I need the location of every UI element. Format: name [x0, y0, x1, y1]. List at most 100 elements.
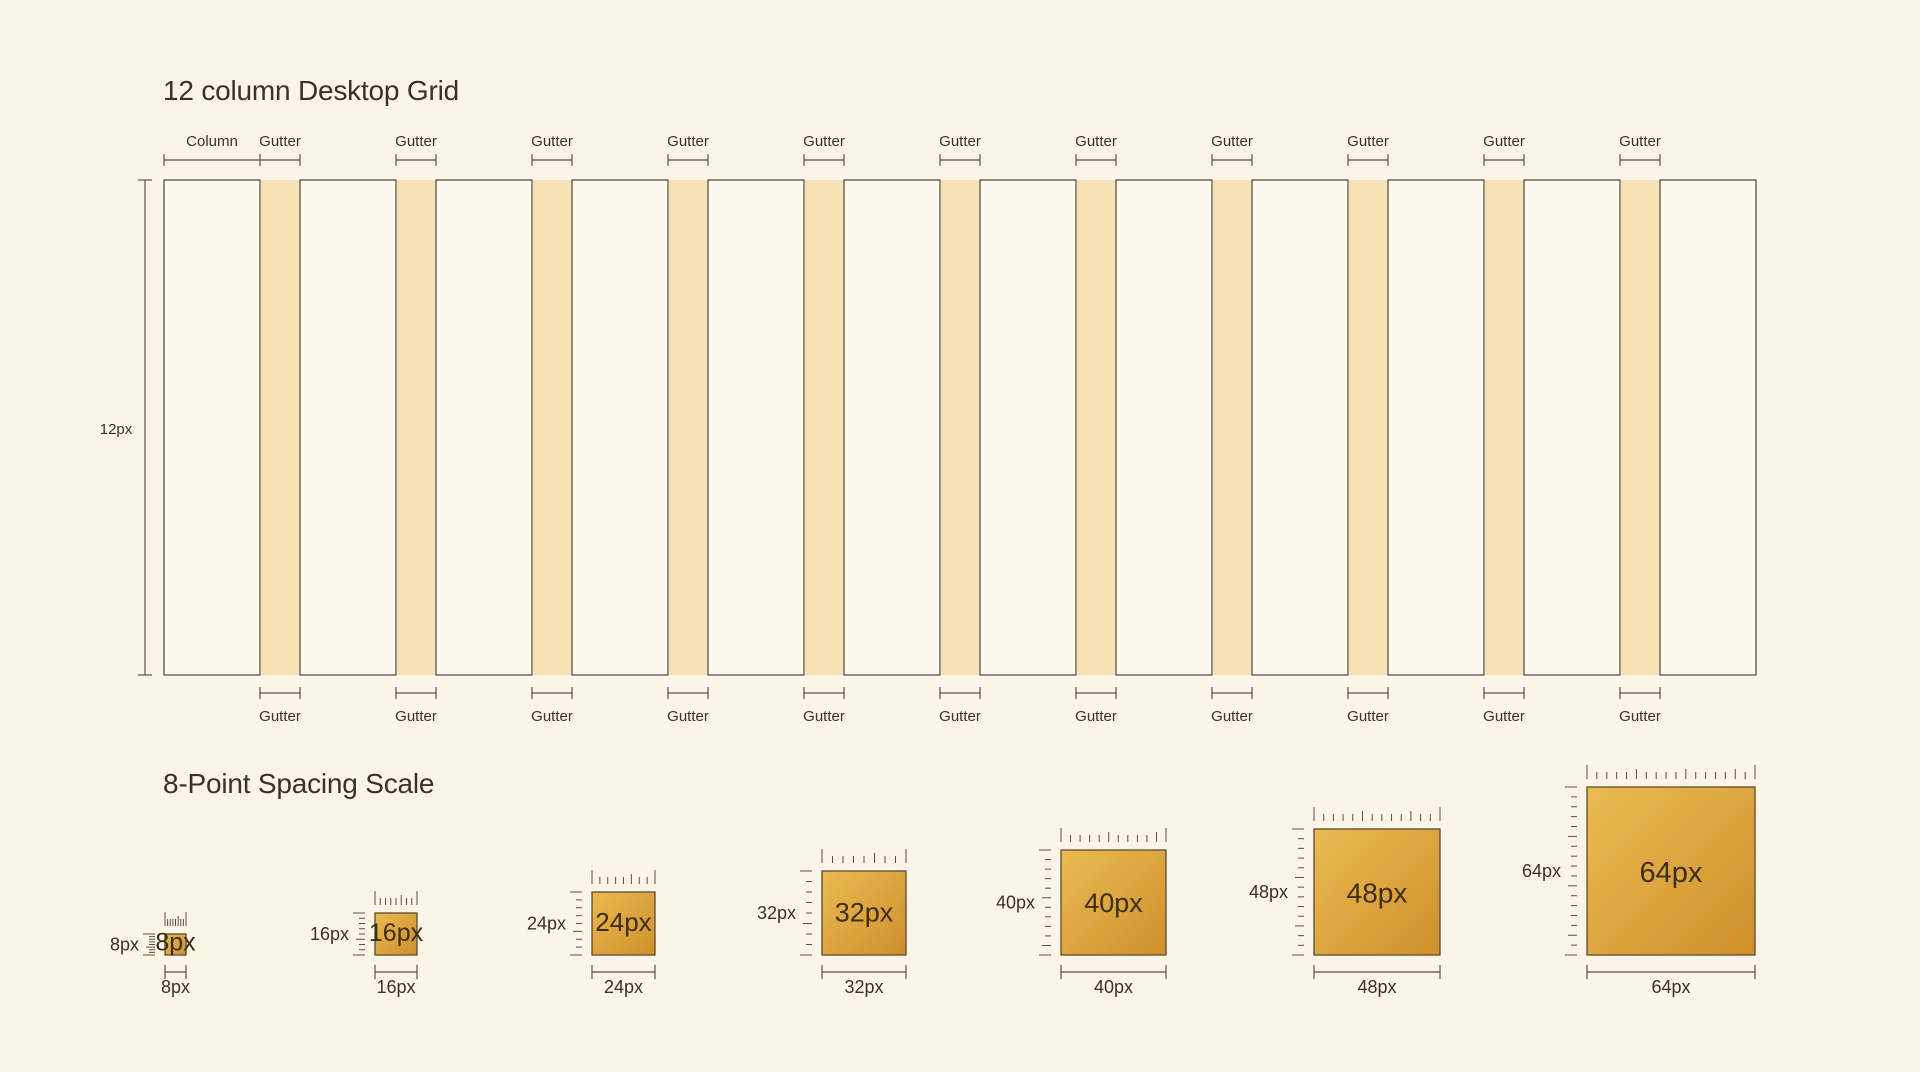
gutter-label-top: Gutter	[803, 133, 845, 150]
grid-column	[1115, 179, 1213, 676]
spacing-bottom-label: 64px	[1651, 977, 1690, 997]
gutter-marker-top: Gutter	[1075, 133, 1117, 166]
desktop-grid: Gutter Gutter Gutter Gutter Gutter Gutter Gutt…	[100, 133, 1757, 725]
gutter-label-bottom: Gutter	[531, 708, 573, 725]
spacing-box-label: 40px	[1084, 888, 1143, 918]
gutter-marker-bottom: Gutter	[939, 687, 981, 725]
grid-column	[435, 179, 533, 676]
spacing-box-label: 64px	[1640, 857, 1703, 889]
grid-column	[1523, 179, 1621, 676]
gutter-marker-bottom: Gutter	[531, 687, 573, 725]
grid-column	[707, 179, 805, 676]
spacing-box-label: 16px	[369, 919, 424, 947]
spacing-box-label: 32px	[835, 898, 894, 928]
spacing-bottom-label: 8px	[161, 977, 190, 997]
grid-gutter	[1212, 180, 1252, 675]
spacing-bottom-label: 32px	[844, 977, 883, 997]
gutter-marker-bottom: Gutter	[1347, 687, 1389, 725]
grid-gutter	[260, 180, 300, 675]
spacing-left-label: 16px	[310, 924, 349, 944]
spacing-scale-title: 8-Point Spacing Scale	[163, 768, 435, 799]
gutter-label-bottom: Gutter	[1347, 708, 1389, 725]
gutter-label-top: Gutter	[1075, 133, 1117, 150]
gutter-marker-top: Gutter	[667, 133, 709, 166]
gutter-label-bottom: Gutter	[939, 708, 981, 725]
spacing-bottom-label: 40px	[1094, 977, 1133, 997]
scale-item-40px: 40px 40px 40px	[996, 828, 1167, 997]
grid-column	[1659, 179, 1757, 676]
grid-gutter	[396, 180, 436, 675]
gutter-label-bottom: Gutter	[1483, 708, 1525, 725]
gutter-label-top: Gutter	[1619, 133, 1661, 150]
spacing-left-label: 24px	[527, 914, 566, 934]
gutter-label-bottom: Gutter	[667, 708, 709, 725]
spacing-bottom-label: 16px	[376, 977, 415, 997]
grid-column	[979, 179, 1077, 676]
grid-column	[299, 179, 397, 676]
spacing-bottom-label: 24px	[604, 977, 643, 997]
scale-item-24px: 24px 24px 24px	[527, 870, 656, 997]
spacing-box	[164, 933, 187, 956]
gutter-label-bottom: Gutter	[803, 708, 845, 725]
gutter-marker-top: Gutter	[259, 133, 301, 166]
gutter-marker-bottom: Gutter	[395, 687, 437, 725]
gutter-label-top: Gutter	[667, 133, 709, 150]
grid-gutter	[1620, 180, 1660, 675]
spacing-box	[1586, 786, 1756, 956]
scale-item-8px: 8px 8px 8px	[110, 912, 196, 997]
gutter-marker-top: Gutter	[1483, 133, 1525, 166]
gutter-label-top: Gutter	[259, 133, 301, 150]
grid-title: 12 column Desktop Grid	[163, 75, 459, 106]
gutter-marker-top: Gutter	[1211, 133, 1253, 166]
gutter-label-bottom: Gutter	[395, 708, 437, 725]
grid-column	[843, 179, 941, 676]
spacing-box	[1060, 849, 1167, 956]
height-label: 12px	[100, 421, 133, 438]
spacing-box	[374, 912, 418, 956]
gutter-label-top: Gutter	[395, 133, 437, 150]
gutter-label-top: Gutter	[1211, 133, 1253, 150]
grid-column	[163, 179, 261, 676]
grid-gutter	[804, 180, 844, 675]
spacing-bottom-label: 48px	[1357, 977, 1396, 997]
grid-gutter	[1076, 180, 1116, 675]
gutter-marker-top: Gutter	[395, 133, 437, 166]
gutter-marker-bottom: Gutter	[803, 687, 845, 725]
gutter-marker-bottom: Gutter	[667, 687, 709, 725]
gutter-label-bottom: Gutter	[1211, 708, 1253, 725]
grid-gutter	[532, 180, 572, 675]
grid-gutter	[668, 180, 708, 675]
grid-column	[571, 179, 669, 676]
gutter-label-bottom: Gutter	[1619, 708, 1661, 725]
gutter-marker-top: Gutter	[1347, 133, 1389, 166]
scale-item-16px: 16px 16px 16px	[310, 891, 424, 997]
grid-column	[1251, 179, 1349, 676]
gutter-label-bottom: Gutter	[1075, 708, 1117, 725]
spacing-box-label: 8px	[155, 928, 196, 956]
gutter-marker-bottom: Gutter	[259, 687, 301, 725]
spacing-box	[821, 870, 907, 956]
gutter-marker-top: Gutter	[531, 133, 573, 166]
gutter-marker-top: Gutter	[939, 133, 981, 166]
spacing-left-label: 8px	[110, 935, 139, 955]
column-label: Column	[186, 133, 238, 150]
grid-gutter	[1348, 180, 1388, 675]
spacing-left-label: 48px	[1249, 882, 1288, 902]
gutter-marker-top: Gutter	[803, 133, 845, 166]
spacing-left-label: 64px	[1522, 861, 1561, 881]
gutter-label-top: Gutter	[531, 133, 573, 150]
gutter-marker-bottom: Gutter	[1619, 687, 1661, 725]
grid-gutter	[940, 180, 980, 675]
scale-item-48px: 48px 48px 48px	[1249, 807, 1441, 997]
grid-gutter	[1484, 180, 1524, 675]
spacing-box-label: 48px	[1347, 877, 1408, 908]
scale-item-64px: 64px 64px 64px	[1522, 765, 1756, 997]
gutter-marker-bottom: Gutter	[1483, 687, 1525, 725]
grid-column	[1387, 179, 1485, 676]
gutter-marker-top: Gutter	[1619, 133, 1661, 166]
spacing-left-label: 40px	[996, 893, 1035, 913]
gutter-label-bottom: Gutter	[259, 708, 301, 725]
spacing-left-label: 32px	[757, 903, 796, 923]
gutter-label-top: Gutter	[1483, 133, 1525, 150]
